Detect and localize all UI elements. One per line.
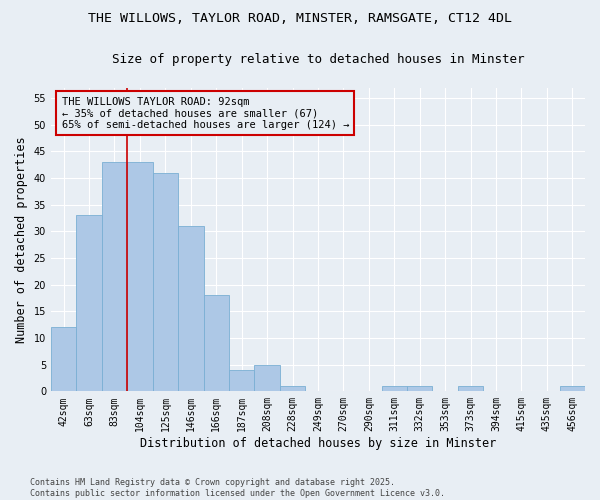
Bar (280, 386, 305, 392)
X-axis label: Distribution of detached houses by size in Minster: Distribution of detached houses by size … (140, 437, 496, 450)
Bar (560, 386, 585, 392)
Bar (203, 296, 229, 392)
Bar (76, 216, 102, 392)
Bar (152, 173, 178, 392)
Bar (458, 386, 483, 392)
Bar (254, 364, 280, 392)
Bar (51, 328, 76, 392)
Bar (407, 386, 433, 392)
Text: Contains HM Land Registry data © Crown copyright and database right 2025.
Contai: Contains HM Land Registry data © Crown c… (30, 478, 445, 498)
Text: THE WILLOWS, TAYLOR ROAD, MINSTER, RAMSGATE, CT12 4DL: THE WILLOWS, TAYLOR ROAD, MINSTER, RAMSG… (88, 12, 512, 26)
Bar (229, 370, 254, 392)
Bar (382, 386, 407, 392)
Title: Size of property relative to detached houses in Minster: Size of property relative to detached ho… (112, 52, 524, 66)
Text: THE WILLOWS TAYLOR ROAD: 92sqm
← 35% of detached houses are smaller (67)
65% of : THE WILLOWS TAYLOR ROAD: 92sqm ← 35% of … (62, 96, 349, 130)
Bar (178, 226, 203, 392)
Bar (102, 162, 127, 392)
Y-axis label: Number of detached properties: Number of detached properties (15, 136, 28, 342)
Bar (127, 162, 152, 392)
